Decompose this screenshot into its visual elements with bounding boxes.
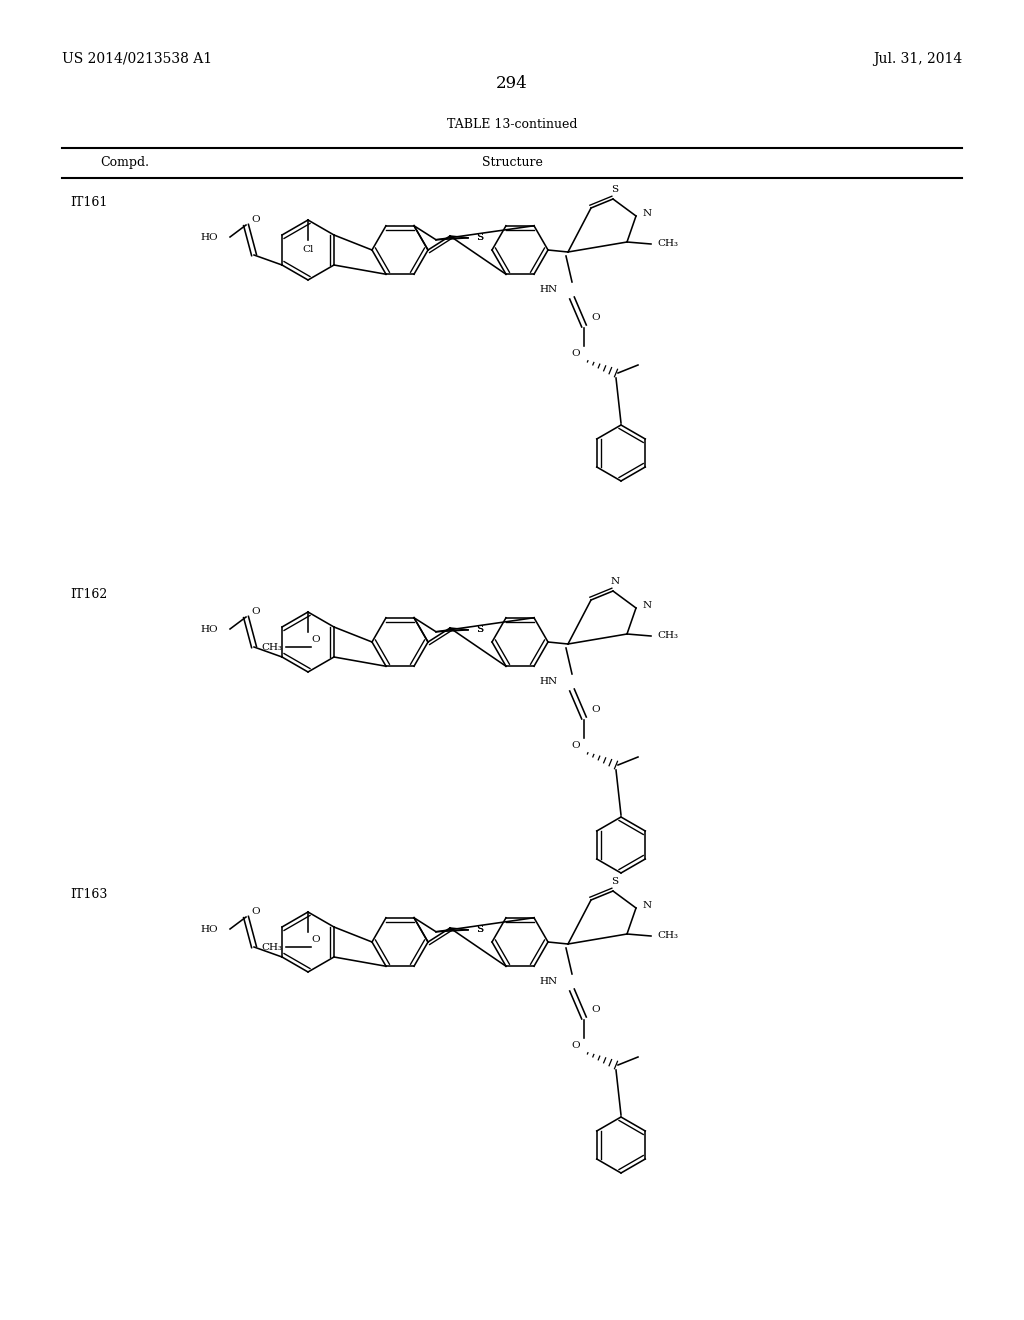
- Text: HO: HO: [201, 232, 218, 242]
- Text: CH₃: CH₃: [261, 643, 282, 652]
- Text: O: O: [252, 908, 260, 916]
- Text: O: O: [592, 1006, 600, 1015]
- Text: IT161: IT161: [70, 195, 108, 209]
- Text: S: S: [611, 878, 618, 887]
- Text: O: O: [252, 607, 260, 616]
- Text: HN: HN: [540, 677, 558, 686]
- Text: CH₃: CH₃: [657, 631, 678, 640]
- Text: N: N: [610, 578, 620, 586]
- Text: O: O: [311, 635, 319, 644]
- Text: N: N: [643, 900, 652, 909]
- Text: Jul. 31, 2014: Jul. 31, 2014: [872, 51, 962, 66]
- Text: O: O: [571, 348, 581, 358]
- Text: CH₃: CH₃: [657, 932, 678, 940]
- Text: S: S: [476, 925, 483, 935]
- Text: Cl: Cl: [302, 246, 313, 255]
- Text: O: O: [592, 705, 600, 714]
- Text: US 2014/0213538 A1: US 2014/0213538 A1: [62, 51, 212, 66]
- Text: O: O: [252, 215, 260, 224]
- Text: 294: 294: [496, 75, 528, 92]
- Text: Structure: Structure: [481, 156, 543, 169]
- Text: S: S: [611, 186, 618, 194]
- Text: O: O: [592, 314, 600, 322]
- Text: S: S: [476, 234, 483, 243]
- Text: S: S: [476, 234, 483, 243]
- Text: HO: HO: [201, 624, 218, 634]
- Text: CH₃: CH₃: [261, 942, 282, 952]
- Text: Compd.: Compd.: [100, 156, 150, 169]
- Text: HN: HN: [540, 285, 558, 294]
- Text: HO: HO: [201, 924, 218, 933]
- Text: S: S: [476, 626, 483, 635]
- Text: TABLE 13-continued: TABLE 13-continued: [446, 117, 578, 131]
- Text: N: N: [643, 209, 652, 218]
- Text: N: N: [643, 601, 652, 610]
- Text: O: O: [311, 936, 319, 945]
- Text: CH₃: CH₃: [657, 239, 678, 248]
- Text: IT162: IT162: [70, 587, 108, 601]
- Text: O: O: [571, 1040, 581, 1049]
- Text: IT163: IT163: [70, 888, 108, 902]
- Text: S: S: [476, 626, 483, 635]
- Text: O: O: [571, 741, 581, 750]
- Text: HN: HN: [540, 978, 558, 986]
- Text: S: S: [476, 925, 483, 935]
